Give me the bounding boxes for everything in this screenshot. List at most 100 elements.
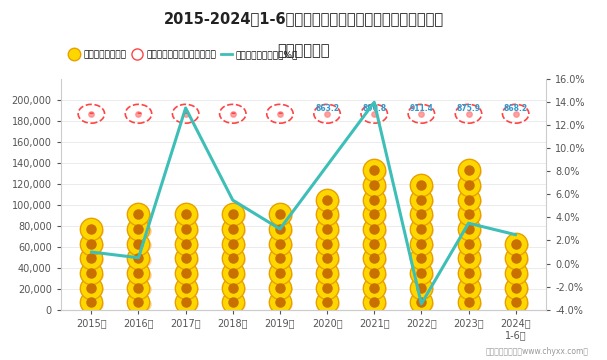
Point xyxy=(234,213,244,219)
Point xyxy=(275,255,285,261)
Text: -: - xyxy=(277,107,282,120)
Point xyxy=(228,226,237,232)
Point xyxy=(464,226,473,232)
Point xyxy=(470,169,480,175)
Point xyxy=(370,197,379,203)
Point xyxy=(187,228,197,233)
Point xyxy=(511,255,521,261)
Point xyxy=(322,197,332,203)
Point xyxy=(187,301,197,307)
Point xyxy=(181,270,191,276)
Text: -: - xyxy=(230,107,236,120)
Text: 业营收统计图: 业营收统计图 xyxy=(277,43,330,58)
Point xyxy=(511,270,521,276)
Point xyxy=(370,285,379,291)
Point xyxy=(181,241,191,247)
Point xyxy=(322,300,332,305)
Point xyxy=(181,285,191,291)
Point xyxy=(275,226,285,232)
Point xyxy=(86,285,96,291)
Point xyxy=(517,242,527,248)
Point xyxy=(228,270,237,276)
Point xyxy=(181,241,191,247)
Point xyxy=(370,300,379,305)
Text: 911.4: 911.4 xyxy=(410,104,433,113)
Point xyxy=(464,285,473,291)
Point xyxy=(181,300,191,305)
Point xyxy=(464,182,473,188)
Point xyxy=(422,242,432,248)
Point xyxy=(511,300,521,305)
Point xyxy=(416,182,426,188)
Point xyxy=(86,241,96,247)
Point xyxy=(376,184,385,189)
Point xyxy=(322,300,332,305)
Point xyxy=(228,270,237,276)
Point xyxy=(140,242,149,248)
Point xyxy=(322,226,332,232)
Point xyxy=(422,257,432,263)
Point xyxy=(416,111,426,117)
Point xyxy=(370,241,379,247)
Point xyxy=(370,226,379,232)
Point xyxy=(464,111,473,117)
Point xyxy=(422,184,432,189)
Point xyxy=(470,257,480,263)
Point xyxy=(86,300,96,305)
Point xyxy=(134,285,143,291)
Point xyxy=(464,211,473,217)
Point xyxy=(281,228,291,233)
Point xyxy=(328,213,338,219)
Text: -: - xyxy=(89,107,94,120)
Text: 868.2: 868.2 xyxy=(504,104,527,113)
Point xyxy=(275,211,285,217)
Point xyxy=(464,167,473,173)
Point xyxy=(228,211,237,217)
Point xyxy=(140,301,149,307)
Point xyxy=(281,257,291,263)
Point xyxy=(328,198,338,204)
Point xyxy=(234,286,244,292)
Point xyxy=(511,270,521,276)
Point xyxy=(234,242,244,248)
Point xyxy=(86,226,96,232)
Text: 875.9: 875.9 xyxy=(456,104,481,113)
Point xyxy=(228,211,237,217)
Point xyxy=(187,242,197,248)
Point xyxy=(370,182,379,188)
Point xyxy=(376,301,385,307)
Point xyxy=(328,301,338,307)
Point xyxy=(464,270,473,276)
Point xyxy=(416,285,426,291)
Point xyxy=(416,211,426,217)
Point xyxy=(281,301,291,307)
Point xyxy=(275,255,285,261)
Point xyxy=(322,270,332,276)
Text: -: - xyxy=(183,107,188,120)
Point xyxy=(281,213,291,219)
Point xyxy=(416,197,426,203)
Point xyxy=(370,270,379,276)
Point xyxy=(322,255,332,261)
Point xyxy=(275,285,285,291)
Point xyxy=(322,285,332,291)
Point xyxy=(134,270,143,276)
Point xyxy=(322,197,332,203)
Point xyxy=(86,111,96,117)
Point xyxy=(464,211,473,217)
Point xyxy=(234,301,244,307)
Point xyxy=(322,285,332,291)
Point xyxy=(370,255,379,261)
Point xyxy=(370,270,379,276)
Point xyxy=(281,242,291,248)
Point xyxy=(134,211,143,217)
Point xyxy=(86,255,96,261)
Point xyxy=(416,182,426,188)
Point xyxy=(464,300,473,305)
Point xyxy=(464,226,473,232)
Point xyxy=(134,255,143,261)
Point xyxy=(134,300,143,305)
Point xyxy=(134,300,143,305)
Point xyxy=(322,211,332,217)
Point xyxy=(376,228,385,233)
